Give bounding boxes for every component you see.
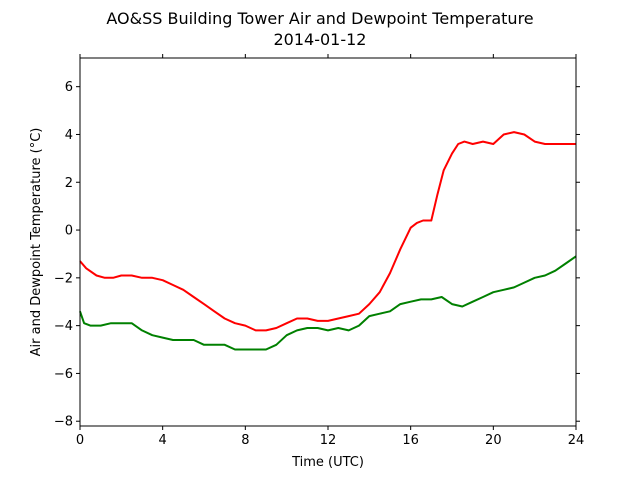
plot-lines — [79, 131, 577, 351]
y-tick-label: −6 — [54, 367, 73, 382]
y-tick-label: −8 — [54, 415, 73, 430]
y-tick-label: 6 — [65, 80, 73, 95]
x-tick-label: 12 — [320, 433, 337, 448]
y-tick-label: 2 — [65, 176, 73, 191]
x-tick-label: 4 — [159, 433, 167, 448]
series-line-1 — [79, 255, 577, 351]
x-tick-label: 20 — [485, 433, 502, 448]
y-axis-label: Air and Dewpoint Temperature (°C) — [29, 128, 44, 357]
x-tick-label: 0 — [76, 433, 84, 448]
x-tick-label: 24 — [568, 433, 585, 448]
chart-subtitle: 2014-01-12 — [274, 30, 367, 49]
x-axis-label: Time (UTC) — [291, 455, 364, 470]
chart-title: AO&SS Building Tower Air and Dewpoint Te… — [106, 9, 533, 28]
y-tick-label: −4 — [54, 319, 73, 334]
x-tick-label: 16 — [402, 433, 419, 448]
y-tick-label: 0 — [65, 224, 73, 239]
x-tick-label: 8 — [241, 433, 249, 448]
y-tick-label: 4 — [65, 128, 73, 143]
y-tick-label: −2 — [54, 271, 73, 286]
plot-frame — [79, 57, 577, 427]
series-line-0 — [79, 131, 576, 332]
